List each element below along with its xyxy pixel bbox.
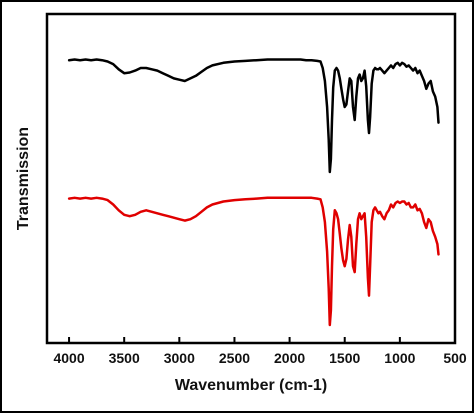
series-layer: [67, 58, 440, 327]
x-tick-label: 1500: [329, 350, 360, 366]
x-axis-ticks: 4000 3500 3000 2500 2000 1500 1000 500: [53, 337, 467, 366]
spectrum-line-2: [67, 196, 440, 327]
x-tick-label: 2000: [274, 350, 305, 366]
plot-area-frame: [45, 12, 457, 345]
x-tick-label: 1000: [384, 350, 415, 366]
x-tick-label: 500: [443, 350, 467, 366]
spectrum-line-1: [67, 58, 440, 174]
x-tick-label: 3000: [164, 350, 195, 366]
y-axis-title: Transmission: [15, 127, 32, 230]
x-axis-title: Wavenumber (cm-1): [175, 377, 327, 394]
x-tick-label: 4000: [53, 350, 84, 366]
x-tick-label: 3500: [109, 350, 140, 366]
x-tick-label: 2500: [219, 350, 250, 366]
